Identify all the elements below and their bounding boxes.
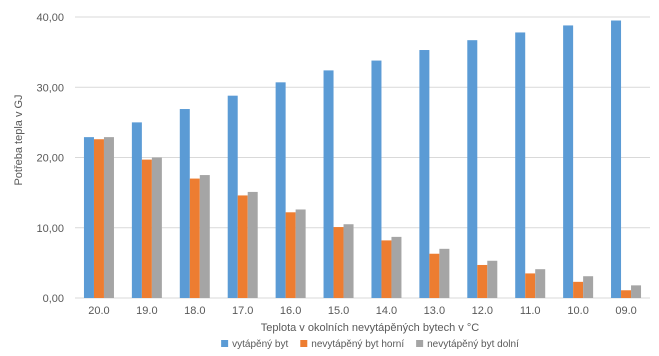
bar — [515, 32, 526, 298]
x-tick-label: 10.0 — [567, 305, 588, 317]
legend-item: vytápěný byt — [221, 339, 288, 350]
bar — [583, 276, 594, 298]
bar — [285, 212, 296, 298]
bar — [275, 82, 286, 299]
bar — [487, 260, 498, 298]
x-tick-label: 12.0 — [472, 305, 493, 317]
y-tick-label: 0,00 — [43, 293, 64, 305]
x-tick-label: 13.0 — [424, 305, 445, 317]
bar — [381, 240, 392, 298]
bar-series — [83, 20, 642, 299]
bar — [439, 248, 450, 298]
bar — [467, 40, 478, 299]
legend-swatch — [221, 340, 229, 347]
bar — [343, 224, 354, 298]
x-tick-label: 16.0 — [280, 305, 301, 317]
bar — [525, 273, 536, 298]
x-axis-ticks: 20.0 19.0 18.0 17.0 16.0 15.0 14.0 13.0 12.0 11.0… — [88, 305, 637, 317]
bar — [189, 178, 200, 298]
y-tick-label: 30,00 — [36, 82, 64, 94]
legend-label: vytápěný byt — [232, 339, 288, 350]
legend-label: nevytápěný byt dolní — [427, 339, 519, 350]
legend-swatch — [416, 340, 424, 347]
x-tick-label: 18.0 — [184, 305, 205, 317]
bar — [535, 269, 546, 298]
legend-swatch — [300, 340, 308, 347]
y-tick-label: 40,00 — [36, 12, 64, 24]
legend-label: nevytápěný byt horní — [311, 339, 404, 350]
bar — [323, 70, 334, 298]
x-tick-label: 14.0 — [376, 305, 397, 317]
x-tick-label: 09.0 — [615, 305, 636, 317]
bar — [237, 195, 248, 298]
x-tick-label: 20.0 — [88, 305, 109, 317]
bar — [93, 139, 104, 298]
y-tick-label: 20,00 — [36, 153, 64, 165]
y-axis-title: Potřeba tepla v GJ — [13, 94, 25, 185]
x-tick-label: 19.0 — [136, 305, 157, 317]
bar — [371, 60, 382, 299]
bar — [631, 285, 642, 298]
legend-item: nevytápěný byt dolní — [416, 339, 519, 350]
x-tick-label: 15.0 — [328, 305, 349, 317]
x-tick-label: 11.0 — [520, 305, 541, 317]
y-tick-label: 10,00 — [36, 223, 64, 235]
y-axis-ticks: 0,00 10,00 20,00 30,00 40,00 — [36, 12, 64, 305]
bar — [333, 227, 344, 298]
bar — [141, 159, 152, 298]
bar — [83, 137, 94, 298]
bar — [573, 281, 584, 298]
bar — [419, 50, 430, 298]
bar — [179, 109, 190, 298]
bar — [227, 95, 238, 299]
bar — [131, 122, 142, 298]
bar — [103, 137, 114, 298]
legend-item: nevytápěný byt horní — [300, 339, 404, 350]
x-axis-title: Teplota v okolních nevytápěných bytech v… — [261, 322, 479, 334]
bar — [391, 236, 402, 298]
bar — [295, 209, 306, 298]
bar — [611, 20, 622, 298]
bar — [563, 25, 574, 299]
bar — [199, 175, 210, 298]
x-tick-label: 17.0 — [232, 305, 253, 317]
bar — [477, 264, 488, 298]
bar — [621, 290, 632, 298]
bar — [151, 157, 162, 298]
legend: vytápěný byt nevytápěný byt horní nevytápě… — [221, 339, 519, 350]
bar — [429, 253, 440, 298]
bar — [247, 191, 258, 298]
gridlines — [75, 16, 650, 299]
